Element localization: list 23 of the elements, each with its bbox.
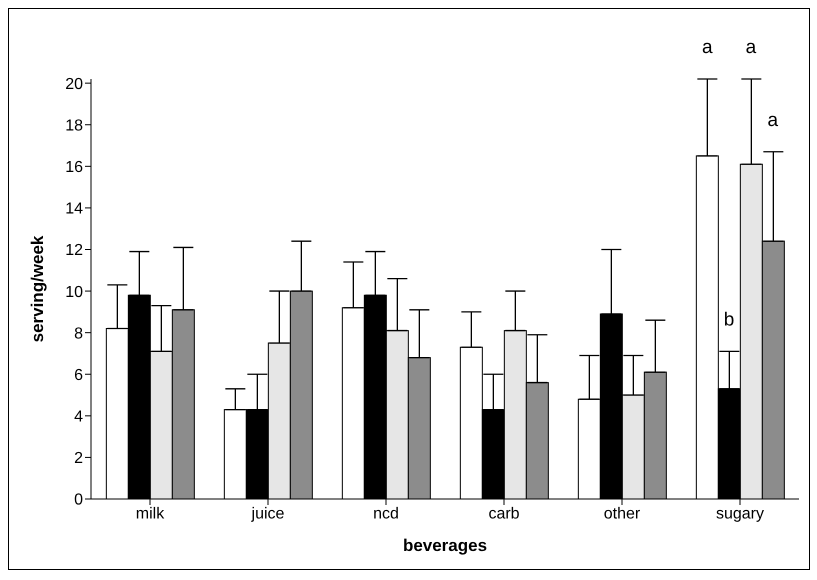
y-tick-label: 20 — [65, 76, 84, 93]
y-tick-label: 2 — [74, 450, 84, 468]
y-tick-label: 10 — [65, 284, 84, 301]
text: a — [746, 37, 757, 58]
y-axis-title: serving/week — [28, 235, 48, 342]
y-tick-label: 0 — [74, 492, 84, 509]
text: a — [702, 37, 713, 58]
x-tick-label: ncd — [373, 505, 399, 522]
annotation: b — [724, 309, 734, 330]
y-tick-label: 8 — [74, 325, 84, 342]
annotation: a — [767, 110, 778, 131]
y-tick-label: 4 — [74, 408, 84, 426]
x-tick-label: milk — [136, 505, 166, 522]
x-tick-label: other — [604, 505, 641, 522]
x-tick-label: sugary — [716, 505, 764, 522]
x-tick-label: juice — [250, 505, 285, 522]
y-tick-label: 12 — [65, 242, 84, 260]
y-tick-label: 14 — [65, 200, 84, 218]
x-tick-label: carb — [488, 505, 520, 522]
x-axis-title: beverages — [402, 536, 488, 555]
y-tick-label: 16 — [65, 159, 84, 176]
y-tick-label: 6 — [74, 366, 84, 384]
y-tick-label: 18 — [65, 117, 84, 134]
